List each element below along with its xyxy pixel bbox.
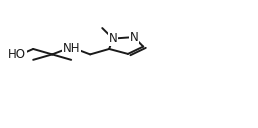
Text: N: N — [130, 31, 138, 44]
Text: NH: NH — [62, 42, 80, 55]
Text: N: N — [108, 32, 117, 45]
Text: HO: HO — [8, 48, 26, 61]
